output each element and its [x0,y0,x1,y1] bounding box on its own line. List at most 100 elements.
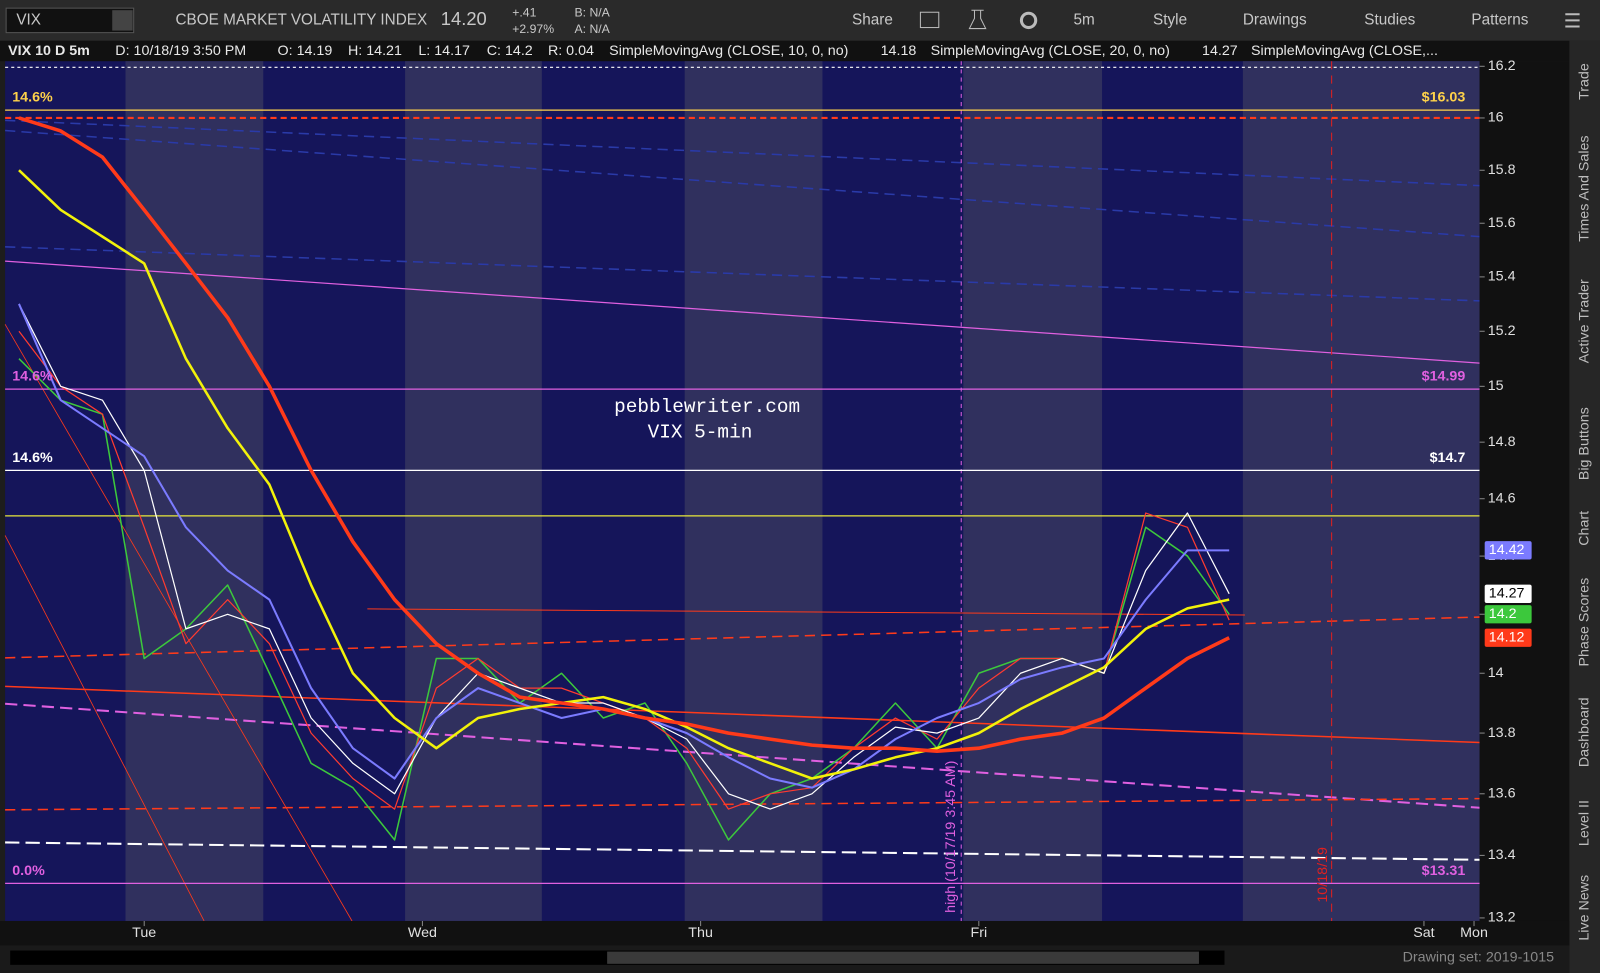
price-tag [1484,628,1532,647]
sidebar-tab[interactable]: Times And Sales [1576,135,1592,241]
toolbar-button[interactable]: Style [1153,11,1187,28]
sidebar-tab[interactable]: Dashboard [1576,697,1592,767]
trend-line [5,685,1480,744]
info-item: H: 14.21 [348,43,402,59]
y-tick-label: 13.8 [1488,725,1516,741]
sidebar-tab[interactable]: Chart [1576,511,1592,546]
y-tick-label: 13.4 [1488,847,1516,863]
scroll-thumb[interactable] [607,951,1199,964]
toolbar-button[interactable]: Patterns [1471,11,1528,28]
y-tick-label: 14 [1488,665,1504,681]
info-item: O: 14.19 [278,43,333,59]
session-band [125,61,264,921]
price-tag [1484,584,1532,603]
y-tick-label: 14.6 [1488,490,1516,506]
series-line [18,169,1230,780]
y-tick-label: 15.6 [1488,215,1516,231]
level-label: $13.31 [1422,863,1466,879]
last-price: 14.20 [441,8,487,29]
series-line [18,116,1230,753]
session-band [405,61,542,921]
level-label: $16.03 [1422,90,1466,106]
legend-value: 14.18 [881,43,917,59]
legend-name: SimpleMovingAvg (CLOSE, 10, 0, no) [609,43,848,59]
y-tick-label: 16.2 [1488,58,1516,74]
trend-line [5,129,1480,238]
sidebar-tab[interactable]: Level II [1576,800,1592,846]
trend-line [367,608,1245,616]
legend-name: SimpleMovingAvg (CLOSE, 20, 0, no) [931,43,1170,59]
trend-line [4,535,205,922]
sidebar-tab[interactable]: Phase Scores [1576,578,1592,667]
trend-line [5,260,1480,364]
info-item: VIX 10 D 5m [8,43,90,59]
legend-value: 14.27 [1202,43,1238,59]
trend-line [5,702,1480,809]
info-item: D: 10/18/19 3:50 PM [115,43,246,59]
drawing-set[interactable]: Drawing set: 2019-1015 [1403,949,1555,965]
y-tick-label: 15 [1488,378,1504,394]
series-line [18,303,1230,810]
info-item: L: 14.17 [418,43,470,59]
sidebar-tab[interactable]: Active Trader [1576,279,1592,363]
toolbar [0,0,1600,41]
toolbar-button[interactable]: 5m [1073,11,1094,28]
watermark: pebblewriter.com [614,396,800,418]
x-tick-label: Fri [970,925,987,941]
y-tick-label: 14.8 [1488,434,1516,450]
session-band [963,61,1103,921]
icon[interactable] [919,11,940,29]
sidebar-tab[interactable]: Big Buttons [1576,407,1592,480]
x-tick-label: Sat [1413,925,1434,941]
price-tag [1484,541,1532,560]
level-label: 14.6% [12,369,53,385]
legend-name: SimpleMovingAvg (CLOSE,... [1251,43,1438,59]
y-tick-label: 15.2 [1488,323,1516,339]
annotation: 10/18/19 [1315,847,1331,903]
price-tag-label: 14.42 [1489,542,1525,558]
y-tick-label: 15.4 [1488,269,1516,285]
icon[interactable] [1019,11,1038,30]
symbol-dropdown[interactable] [112,10,133,31]
price-tag-label: 14.12 [1489,630,1525,646]
level-label: $14.99 [1422,369,1466,385]
bid: B: N/A [574,5,610,19]
y-axis-panel [1479,61,1570,921]
info-bar [0,40,1570,62]
toolbar-button[interactable]: Studies [1364,11,1415,28]
info-item: R: 0.04 [548,43,594,59]
watermark: VIX 5-min [648,422,753,444]
menu-icon[interactable] [1565,13,1580,28]
sidebar-items: Trade Times And Sales Active Trader Big But… [1576,63,1592,940]
level-label: 14.6% [12,450,53,466]
toolbar-button[interactable]: Share [852,11,893,28]
symbol[interactable]: VIX [16,11,41,28]
x-tick-label: Thu [688,925,713,941]
x-tick-label: Wed [408,925,437,941]
toolbar-button[interactable]: Drawings [1243,11,1307,28]
sidebar-tab[interactable]: Trade [1576,63,1592,100]
trend-line [5,119,1480,187]
x-tick-label: Mon [1460,925,1488,941]
sidebar-tab[interactable]: Live News [1576,875,1592,941]
trend-line [5,841,1480,861]
trend-line [5,246,1480,302]
level-label: $14.7 [1430,450,1466,466]
y-tick-label: 15.8 [1488,162,1516,178]
y-tick-label: 13.6 [1488,786,1516,802]
price-tag-label: 14.2 [1489,606,1517,622]
ask: A: N/A [574,22,610,36]
x-axis-panel [0,920,1570,946]
y-tick-label: 13.2 [1488,910,1516,926]
session-band [684,61,823,921]
level-label: 14.6% [12,90,53,106]
sidebar [1569,40,1600,973]
icon[interactable] [968,9,987,30]
price-tag [1484,605,1532,624]
level-label: 0.0% [12,863,45,879]
info-item: C: 14.2 [487,43,533,59]
change-pct: +2.97% [512,22,554,36]
plot-area [4,61,1480,922]
price-tag-label: 14.27 [1489,586,1525,602]
